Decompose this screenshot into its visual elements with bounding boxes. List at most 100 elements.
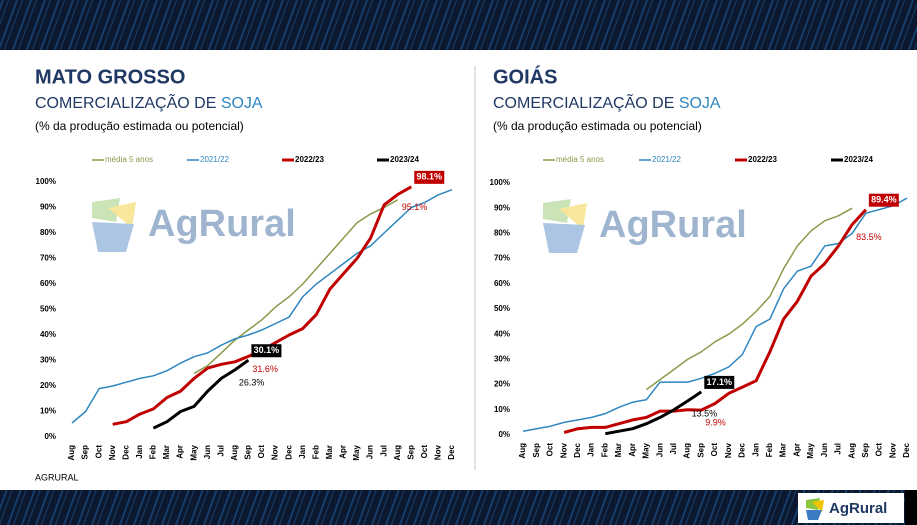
x-tick-label: Oct [710,443,719,457]
legend-label: 2022/23 [748,155,777,164]
x-tick-label: Mar [325,445,334,459]
series-line [605,390,703,436]
x-tick-label: Sep [406,445,415,460]
label-box [414,170,445,184]
y-tick-label: 80% [40,228,56,237]
x-tick-label: Nov [108,444,117,460]
x-tick-label: Apr [176,445,185,459]
x-tick-label: Apr [792,443,801,457]
y-tick-label: 80% [494,229,510,238]
x-tick-label: Jul [834,443,843,455]
y-tick-label: 30% [40,356,56,365]
value-label: 30.1% [254,345,280,355]
x-tick-label: Oct [546,443,555,457]
watermark: AgRural [543,199,747,253]
value-label: 31.6% [252,364,278,374]
x-tick-label: Dec [447,444,456,459]
series-line [71,188,453,424]
y-tick-label: 0% [498,430,510,439]
x-tick-label: Feb [600,443,609,457]
x-tick-label: Aug [847,443,856,459]
y-tick-label: 40% [40,330,56,339]
x-tick-label: Jun [820,443,829,457]
y-tick-label: 20% [494,380,510,389]
chart-note: (% da produção estimada ou potencial) [493,119,702,133]
y-tick-label: 100% [36,177,56,186]
x-tick-label: Dec [121,444,130,459]
x-tick-label: Feb [765,443,774,457]
legend-label: 2021/22 [200,155,229,164]
y-tick-label: 90% [494,203,510,212]
edge-strip [905,490,917,525]
legend-label: 2023/24 [390,155,419,164]
x-tick-label: Sep [81,445,90,460]
logo-text: AgRural [829,500,887,517]
x-tick-label: Dec [738,442,747,457]
x-tick-label: Apr [628,443,637,457]
value-label: 89.4% [871,195,897,205]
x-tick-label: Jan [751,443,760,457]
x-tick-label: Sep [532,443,541,458]
watermark-icon [92,222,134,252]
subtitle-highlight: SOJA [679,95,721,112]
value-label: 95.1% [402,202,428,212]
label-box [868,193,899,207]
x-tick-label: Aug [393,445,402,461]
x-tick-label: Nov [559,442,568,458]
x-tick-label: Aug [683,443,692,459]
subtitle-text: COMERCIALIZAÇÃO DE [493,92,674,112]
x-tick-label: May [352,444,361,460]
content-area [0,50,917,490]
x-tick-label: Oct [875,443,884,457]
subtitle-highlight: SOJA [221,95,263,112]
subtitle-text: COMERCIALIZAÇÃO DE [35,92,216,112]
source: AGRURAL [35,472,79,482]
x-tick-label: Mar [162,445,171,459]
series-line [193,199,399,374]
chart-title: MATO GROSSO [35,66,185,88]
x-tick-label: Dec [902,442,911,457]
x-tick-label: Jan [298,445,307,459]
value-label: 17.1% [707,377,733,387]
x-tick-label: Jan [135,445,144,459]
x-tick-label: Sep [861,443,870,458]
x-tick-label: Jun [203,445,212,459]
x-tick-label: Sep [696,443,705,458]
x-tick-label: Jun [655,443,664,457]
x-tick-label: Nov [888,442,897,458]
x-tick-label: Oct [420,445,429,459]
y-tick-label: 0% [44,432,56,441]
y-tick-label: 60% [40,279,56,288]
legend-label: 2021/22 [652,155,681,164]
x-tick-label: Aug [518,443,527,459]
x-tick-label: Dec [573,442,582,457]
y-tick-label: 10% [494,405,510,414]
watermark-text: AgRural [148,203,296,245]
x-tick-label: Nov [724,442,733,458]
watermark-icon [559,203,587,229]
value-label: 26.3% [239,377,265,387]
y-tick-label: 50% [494,304,510,313]
logo-icon [806,498,824,520]
value-label: 98.1% [417,172,443,182]
y-tick-label: 60% [494,279,510,288]
y-tick-label: 50% [40,305,56,314]
bottom-band [0,490,917,525]
x-tick-label: May [189,444,198,460]
x-tick-label: Mar [779,443,788,457]
x-tick-label: Jul [379,445,388,457]
x-tick-label: Jul [669,443,678,455]
legend-label: média 5 anos [556,155,604,164]
watermark: AgRural [92,198,296,252]
y-tick-label: 70% [40,254,56,263]
legend-label: média 5 anos [105,155,153,164]
x-tick-label: May [806,442,815,458]
y-tick-label: 10% [40,407,56,416]
x-tick-label: Apr [339,445,348,459]
x-tick-label: Oct [94,445,103,459]
chart-subtitle: COMERCIALIZAÇÃO DE SOJA [35,92,263,112]
x-tick-label: May [642,442,651,458]
value-label: 13.5% [692,408,718,418]
